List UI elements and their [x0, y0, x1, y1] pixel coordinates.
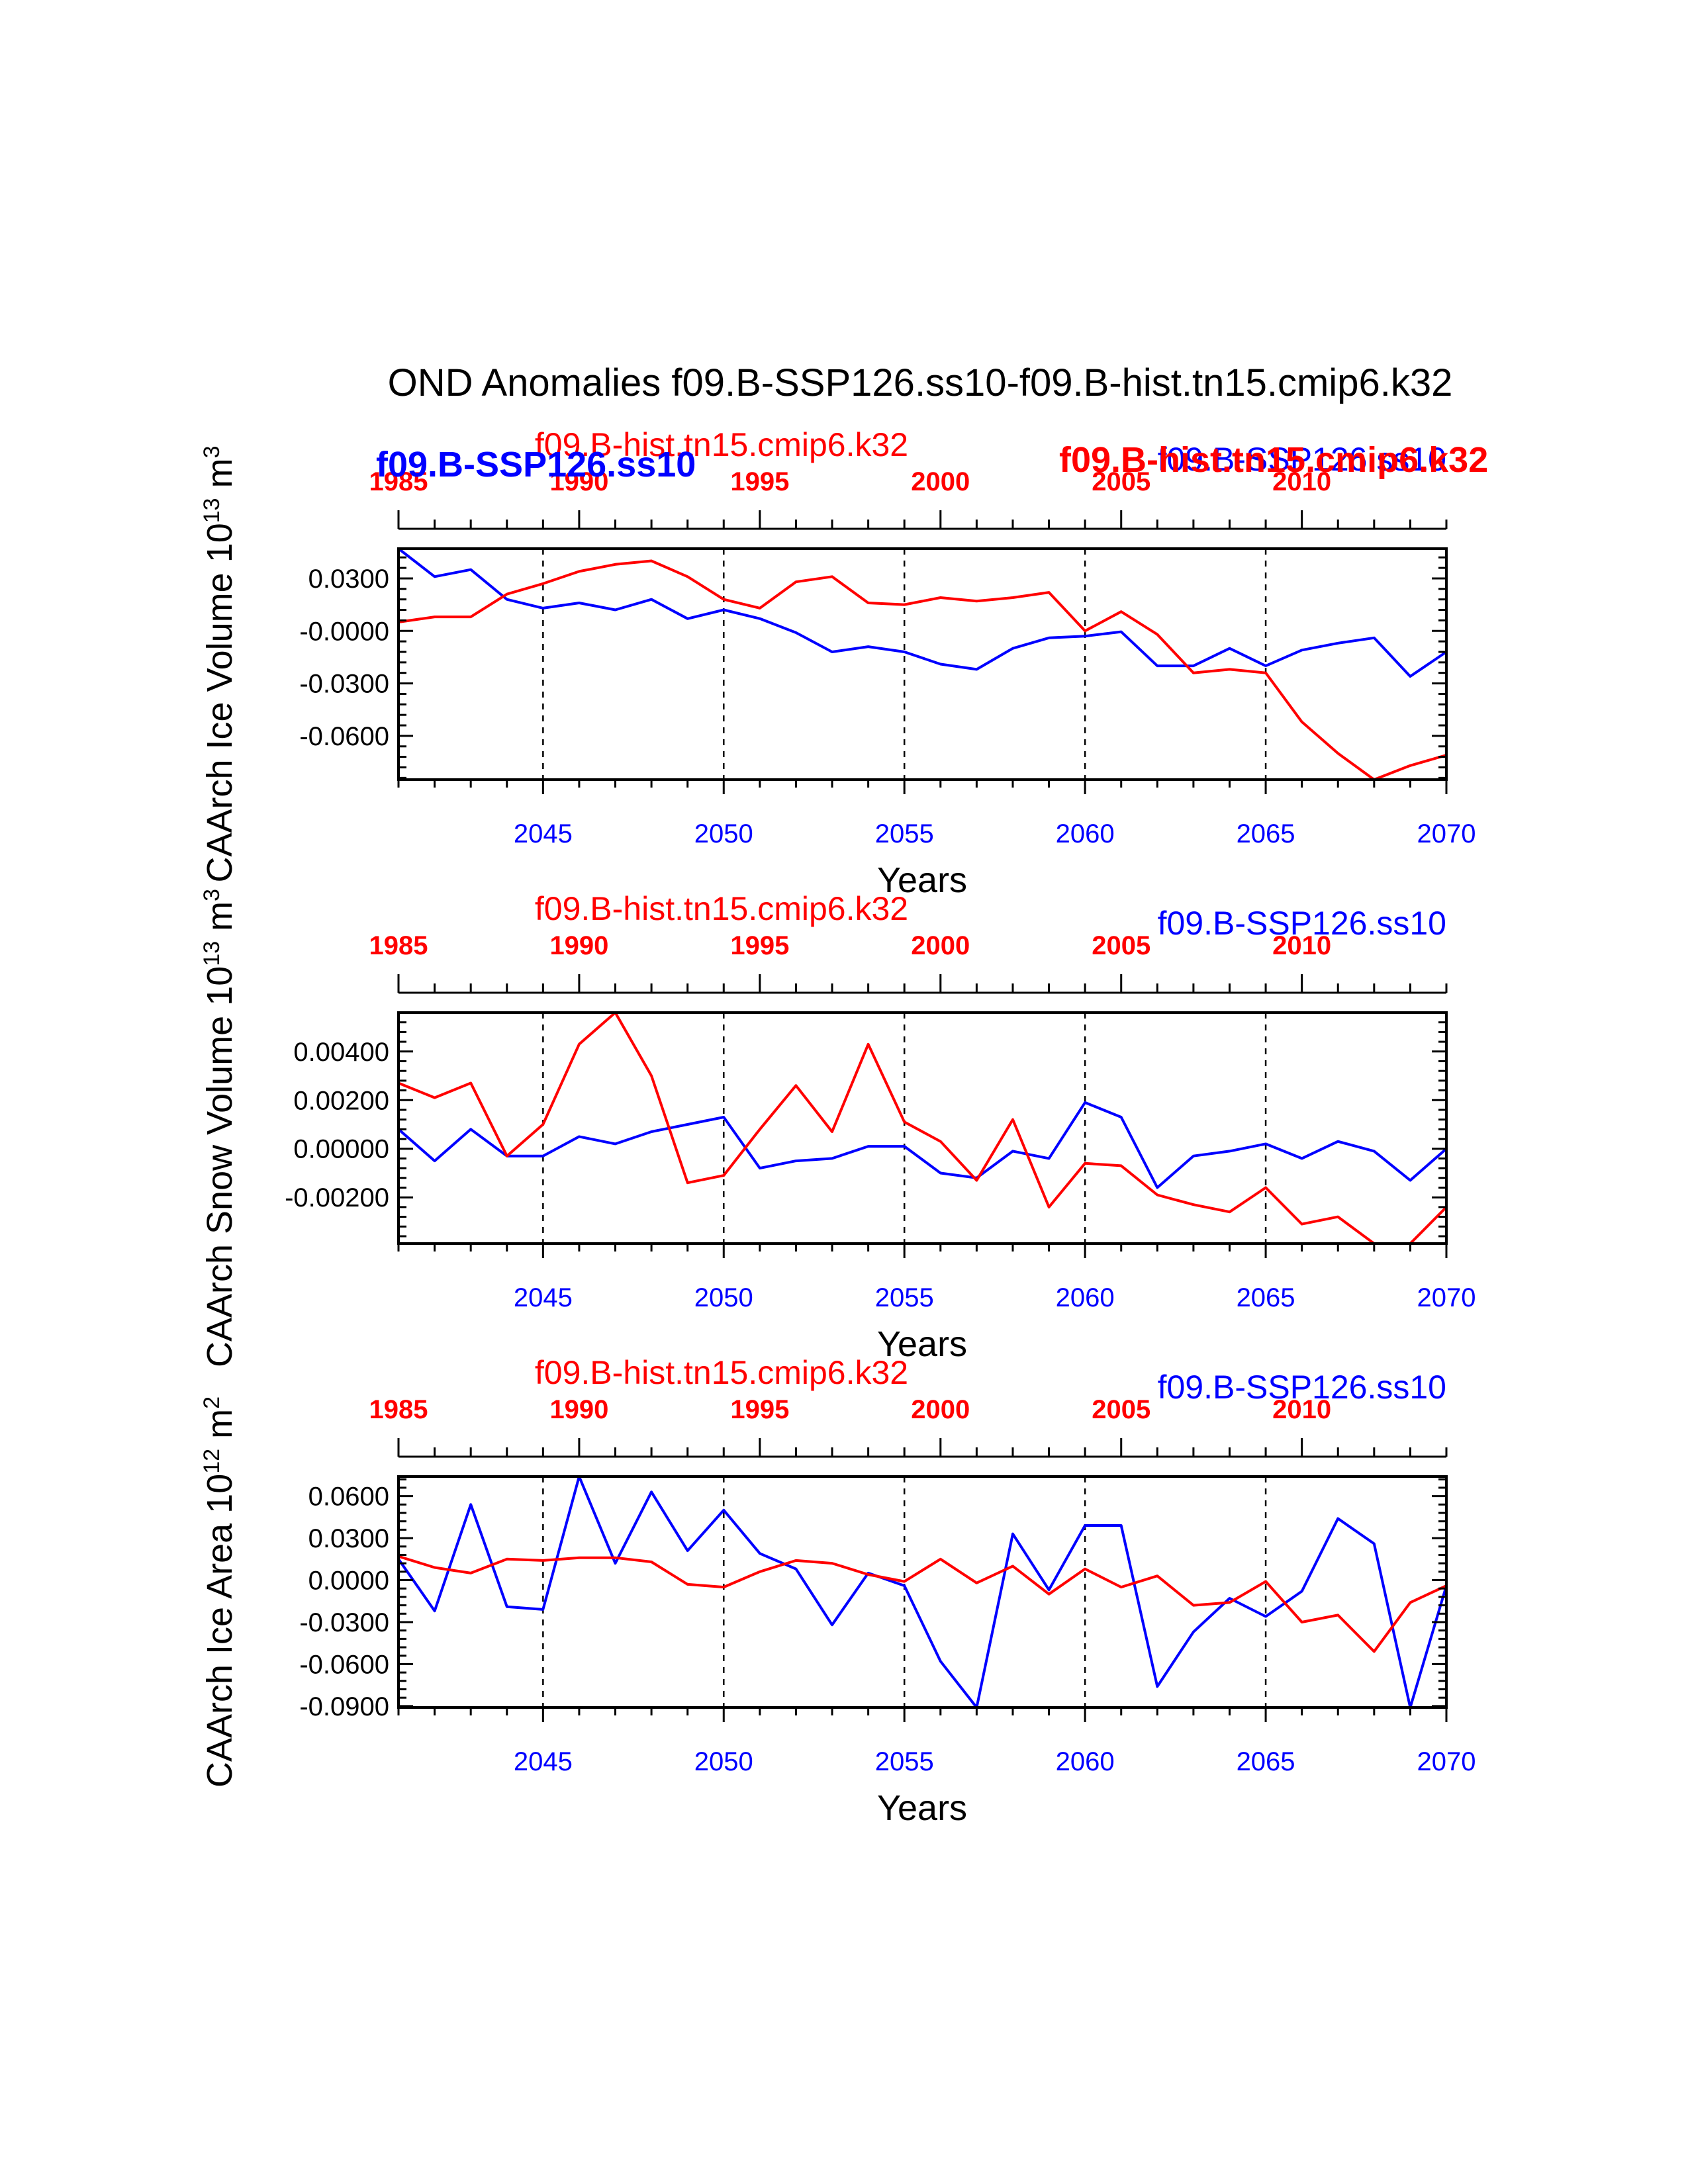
x-tick-label-bottom: 2045 [514, 1747, 573, 1776]
y-tick-label: 0.0000 [308, 1567, 389, 1596]
y-tick-label: -0.00200 [285, 1183, 389, 1212]
series-line-blue [397, 1101, 1448, 1189]
x-tick-label-top: 2010 [1272, 931, 1331, 960]
x-tick-label-top: 1985 [369, 931, 428, 960]
x-axis-title: Years [877, 1788, 967, 1828]
series-line-red [398, 559, 1447, 781]
y-tick-label: -0.0600 [299, 722, 389, 751]
y-axis-title: CAArch Ice Area 1012 m2 [199, 1396, 240, 1788]
top-left-label: f09.B-hist.tn15.cmip6.k32 [535, 890, 908, 927]
x-tick-label-top: 1995 [730, 1395, 789, 1424]
series-line-red [398, 1011, 1448, 1245]
top-right-label: f09.B-SSP126.ss10 [1158, 905, 1446, 942]
x-tick-label-top: 2010 [1272, 1395, 1331, 1424]
x-tick-label-top: 2000 [911, 1395, 970, 1424]
y-tick-label: -0.0300 [299, 670, 389, 699]
top-right-label: f09.B-SSP126.ss10 [1158, 441, 1446, 478]
overlay-label-blue: f09.B-SSP126.ss10 [376, 445, 696, 484]
x-tick-label-bottom: 2055 [875, 1747, 934, 1776]
x-tick-label-bottom: 2045 [514, 1283, 573, 1312]
y-tick-label: -0.0300 [299, 1608, 389, 1637]
x-tick-label-top: 2010 [1272, 467, 1331, 496]
x-tick-label-top: 1990 [549, 467, 608, 496]
x-tick-label-top: 1995 [730, 931, 789, 960]
x-tick-label-top: 1990 [549, 1395, 608, 1424]
x-tick-label-bottom: 2050 [694, 1747, 753, 1776]
panel-ice-area: 0.0600 0.0300 0.0000 -0.0300 -0.0600 -0.0900 2… [199, 1354, 1476, 1828]
overlay-label-red: f09.B-hist.tn15.cmip6.k32 [1059, 440, 1488, 480]
panel-snow-volume: 0.00400 0.00200 0.00000 -0.00200 2045 2050 205… [199, 889, 1476, 1367]
y-tick-label: -0.0900 [299, 1692, 389, 1721]
x-tick-label-top: 2005 [1092, 467, 1150, 496]
x-tick-label-bottom: 2060 [1056, 819, 1115, 848]
x-tick-label-top: 1995 [730, 467, 789, 496]
x-axis-title: Years [877, 860, 967, 900]
x-tick-label-bottom: 2055 [875, 1283, 934, 1312]
x-tick-label-bottom: 2065 [1237, 1747, 1295, 1776]
x-tick-label-bottom: 2045 [514, 819, 573, 848]
x-tick-label-bottom: 2070 [1417, 819, 1476, 848]
y-axis-title: CAArch Ice Volume 1013 m3 [199, 445, 240, 882]
y-tick-label: -0.0600 [299, 1650, 389, 1679]
series-line-blue [397, 547, 1448, 678]
x-tick-label-bottom: 2060 [1056, 1747, 1115, 1776]
y-tick-label: 0.00200 [293, 1086, 389, 1115]
x-tick-label-top: 2005 [1092, 1395, 1150, 1424]
plot-frame [397, 547, 1448, 781]
x-tick-label-bottom: 2055 [875, 819, 934, 848]
x-tick-label-bottom: 2065 [1237, 819, 1295, 848]
x-tick-label-top: 1985 [369, 1395, 428, 1424]
plot-frame [397, 1011, 1448, 1245]
series-line-red [398, 1555, 1447, 1653]
x-tick-label-top: 2005 [1092, 931, 1150, 960]
y-tick-label: 0.0300 [308, 565, 389, 594]
x-tick-label-bottom: 2065 [1237, 1283, 1295, 1312]
x-tick-label-bottom: 2070 [1417, 1747, 1476, 1776]
x-tick-label-bottom: 2050 [694, 1283, 753, 1312]
y-tick-label: -0.0000 [299, 617, 389, 646]
top-left-label: f09.B-hist.tn15.cmip6.k32 [535, 426, 908, 463]
x-tick-label-top: 1985 [369, 467, 428, 496]
y-tick-label: 0.00400 [293, 1038, 389, 1067]
top-left-label: f09.B-hist.tn15.cmip6.k32 [535, 1354, 908, 1391]
x-axis-title: Years [877, 1324, 967, 1364]
x-tick-label-bottom: 2070 [1417, 1283, 1476, 1312]
x-tick-label-bottom: 2050 [694, 819, 753, 848]
top-right-label: f09.B-SSP126.ss10 [1158, 1369, 1446, 1406]
y-tick-label: 0.0300 [308, 1524, 389, 1553]
x-tick-label-bottom: 2060 [1056, 1283, 1115, 1312]
y-tick-label: 0.0600 [308, 1482, 389, 1512]
series-line-blue [397, 1475, 1448, 1709]
y-tick-label: 0.00000 [293, 1135, 389, 1164]
x-tick-label-top: 2000 [911, 467, 970, 496]
x-tick-label-top: 2000 [911, 931, 970, 960]
y-axis-title: CAArch Snow Volume 1013 m3 [199, 889, 240, 1367]
x-tick-label-top: 1990 [549, 931, 608, 960]
figure-title: OND Anomalies f09.B-SSP126.ss10-f09.B-hi… [388, 361, 1453, 404]
plot-frame [397, 1475, 1448, 1709]
panel-ice-volume: 0.0300 -0.0000 -0.0300 -0.0600 2045 2050 2055 2… [199, 426, 1476, 900]
